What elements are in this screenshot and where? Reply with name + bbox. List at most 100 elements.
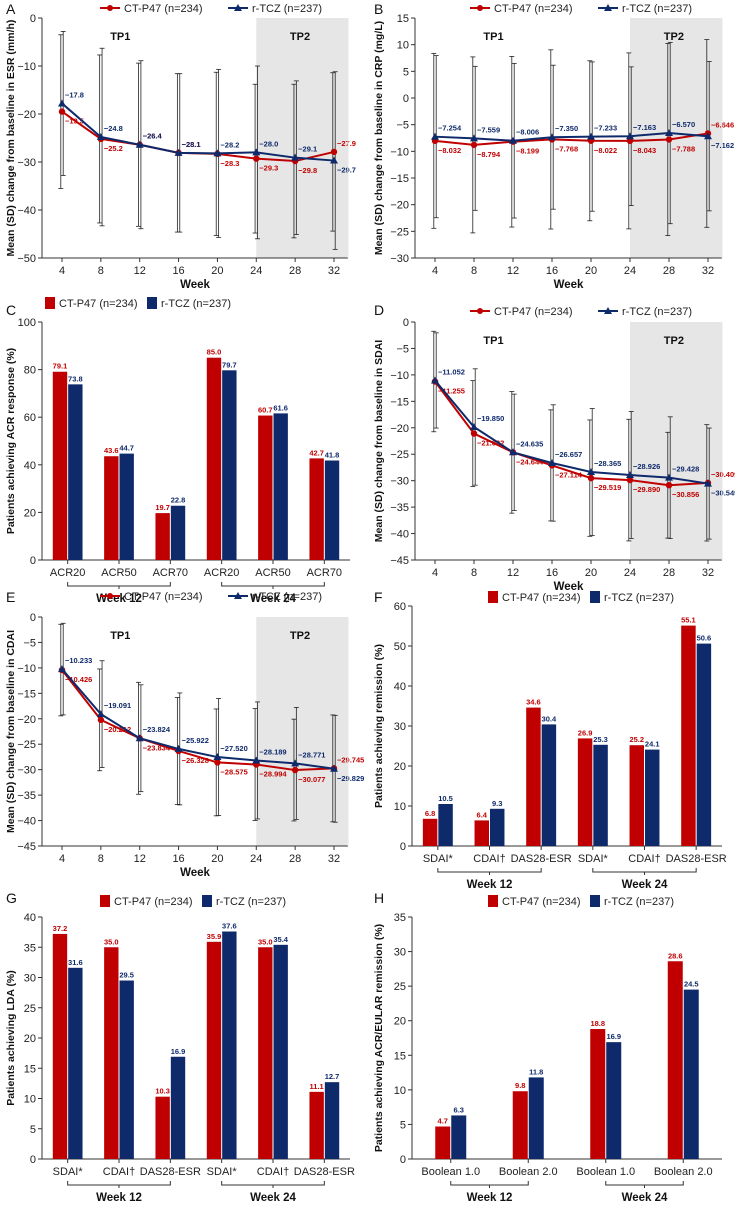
bar-rtcz bbox=[451, 1115, 467, 1159]
data-label-rtcz: −26.657 bbox=[555, 450, 582, 459]
data-point-rtcz bbox=[291, 153, 300, 161]
y-tick-label: −20 bbox=[17, 109, 36, 121]
legend-ct-label: CT-P47 (n=234) bbox=[114, 896, 193, 908]
bar-value-label-ct: 18.8 bbox=[590, 1019, 605, 1028]
group-bracket bbox=[450, 1181, 529, 1186]
group-label: Week 24 bbox=[250, 1192, 296, 1204]
x-tick-label: 28 bbox=[289, 265, 301, 277]
bar-value-label-ct: 37.2 bbox=[53, 924, 68, 933]
x-tick-label: 4 bbox=[432, 265, 438, 277]
x-tick-label: ACR70 bbox=[307, 567, 342, 579]
data-point-rtcz bbox=[330, 764, 338, 772]
x-tick-label: 12 bbox=[134, 265, 146, 277]
bar-value-label-ct: 11.1 bbox=[310, 1082, 324, 1091]
y-tick-label: 15 bbox=[397, 13, 409, 25]
bar-value-label-ct: 10.3 bbox=[155, 1087, 170, 1096]
bar-rtcz bbox=[273, 413, 288, 560]
x-tick-label: DAS28-ESR bbox=[294, 1166, 355, 1178]
bar-rtcz bbox=[683, 989, 699, 1159]
y-tick-label: −10 bbox=[17, 663, 36, 675]
data-point-rtcz bbox=[58, 99, 66, 107]
data-label-rtcz: −7.559 bbox=[477, 125, 500, 134]
data-label-rtcz: −28.1 bbox=[182, 140, 201, 149]
tp1-label: TP1 bbox=[110, 31, 130, 43]
bar-value-label-ct: 34.6 bbox=[526, 698, 541, 707]
y-axis-label: Mean (SD) change from baseline in ESR (m… bbox=[5, 20, 17, 257]
tp2-label: TP2 bbox=[664, 335, 684, 347]
x-tick-label: 24 bbox=[624, 567, 636, 579]
data-label-ct: −24.644 bbox=[516, 457, 544, 466]
x-tick-label: ACR70 bbox=[153, 567, 188, 579]
x-tick-label: 8 bbox=[98, 265, 104, 277]
data-label-ct: −8.032 bbox=[438, 146, 461, 155]
group-label: Week 12 bbox=[96, 1192, 142, 1204]
x-tick-label: SDAI* bbox=[423, 853, 454, 865]
y-tick-label: 0 bbox=[30, 1154, 36, 1166]
data-point-rtcz bbox=[96, 133, 105, 141]
bar-rtcz bbox=[438, 804, 453, 846]
data-point-rtcz bbox=[704, 479, 712, 487]
data-label-rtcz: −7.350 bbox=[555, 124, 578, 133]
bar-value-label-rtcz: 50.6 bbox=[697, 634, 712, 643]
bar-value-label-rtcz: 44.7 bbox=[119, 444, 134, 453]
y-tick-label: −40 bbox=[17, 816, 36, 828]
group-label: Week 12 bbox=[467, 1192, 513, 1204]
y-tick-label: 0 bbox=[403, 317, 409, 329]
x-tick-label: 28 bbox=[663, 265, 675, 277]
x-tick-label: CDAI† bbox=[473, 853, 505, 865]
data-label-rtcz: −7.254 bbox=[438, 124, 462, 133]
data-point-ct bbox=[58, 108, 66, 115]
data-label-rtcz: −10.233 bbox=[65, 656, 92, 665]
data-point-rtcz bbox=[135, 140, 144, 148]
bar-value-label-rtcz: 73.8 bbox=[68, 374, 83, 383]
x-tick-label: Boolean 2.0 bbox=[499, 1166, 558, 1178]
legend-rtcz-label: r-TCZ (n=237) bbox=[604, 896, 674, 908]
y-tick-label: −35 bbox=[17, 790, 36, 802]
data-label-rtcz: −28.365 bbox=[594, 459, 621, 468]
legend-rtcz-label: r-TCZ (n=237) bbox=[604, 592, 674, 604]
y-tick-label: 0 bbox=[400, 841, 406, 853]
data-label-rtcz: −19.850 bbox=[477, 414, 504, 423]
data-label-rtcz: −25.922 bbox=[182, 736, 209, 745]
y-tick-label: 80 bbox=[24, 365, 36, 377]
data-point-rtcz bbox=[587, 468, 595, 476]
bar-value-label-rtcz: 24.1 bbox=[645, 740, 660, 749]
legend-rtcz-marker bbox=[234, 4, 242, 11]
tp2-shading bbox=[256, 617, 348, 846]
legend-ct-label: CT-P47 (n=234) bbox=[59, 298, 138, 310]
legend-rtcz-swatch bbox=[590, 895, 600, 907]
data-label-ct: −30.856 bbox=[672, 490, 699, 499]
data-point-rtcz bbox=[470, 134, 478, 142]
data-point-ct bbox=[665, 481, 673, 489]
y-tick-label: 20 bbox=[24, 1033, 36, 1045]
y-tick-label: −10 bbox=[390, 370, 409, 382]
data-label-ct: −28.994 bbox=[259, 770, 287, 779]
bar-value-label-ct: 85.0 bbox=[207, 348, 222, 357]
panel-c: C CT-P47 (n=234) r-TCZ (n=237) 0 20 40 60 80 100… bbox=[5, 297, 350, 605]
bar-rtcz bbox=[119, 453, 134, 560]
data-label-ct: −8.022 bbox=[594, 146, 617, 155]
y-tick-label: −25 bbox=[17, 739, 36, 751]
x-tick-label: 12 bbox=[507, 567, 519, 579]
bar-value-label-rtcz: 22.8 bbox=[171, 496, 186, 505]
data-point-rtcz bbox=[291, 759, 300, 767]
legend-rtcz-label: r-TCZ (n=237) bbox=[622, 306, 692, 318]
y-tick-label: 35 bbox=[394, 912, 406, 924]
data-label-rtcz: −24.8 bbox=[104, 124, 123, 133]
data-label-ct: −8.199 bbox=[516, 147, 539, 156]
data-point-ct bbox=[626, 137, 634, 145]
legend-rtcz-swatch bbox=[147, 297, 157, 309]
group-label: Week 24 bbox=[622, 879, 668, 891]
tp2-label: TP2 bbox=[664, 31, 684, 43]
data-label-rtcz: −28.771 bbox=[298, 750, 325, 759]
data-label-ct: −7.788 bbox=[672, 145, 695, 154]
y-tick-label: 100 bbox=[18, 317, 36, 329]
legend-ct-marker bbox=[477, 5, 483, 11]
legend-ct-marker bbox=[107, 5, 113, 11]
bar-value-label-rtcz: 12.7 bbox=[325, 1072, 340, 1081]
series-line-ct bbox=[434, 132, 709, 146]
y-tick-label: −50 bbox=[17, 253, 36, 265]
bar-ct bbox=[104, 456, 119, 560]
bar-ct bbox=[667, 961, 683, 1159]
legend-ct-label: CT-P47 (n=234) bbox=[502, 896, 581, 908]
